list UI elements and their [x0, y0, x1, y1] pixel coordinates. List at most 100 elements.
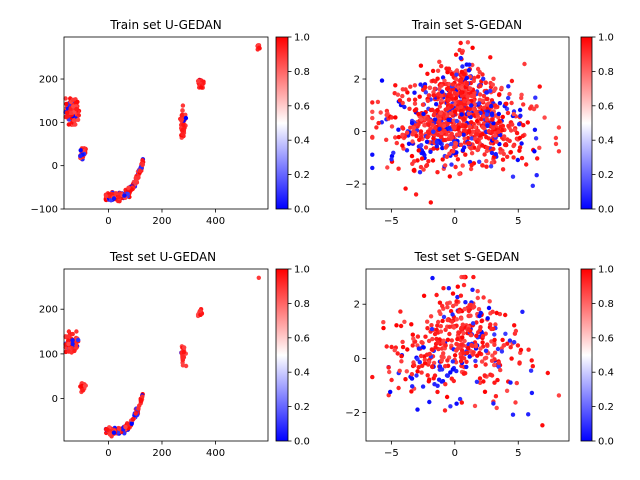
scatter-point: [449, 104, 454, 109]
scatter-point: [113, 191, 119, 196]
scatter-point: [469, 163, 474, 168]
scatter-point: [441, 286, 446, 291]
scatter-point: [507, 138, 512, 144]
scatter-point: [480, 163, 485, 168]
scatter-point: [447, 174, 452, 179]
scatter-point: [517, 145, 523, 150]
scatter-point: [74, 329, 79, 334]
scatter-point: [477, 327, 483, 333]
scatter-point: [400, 100, 405, 106]
scatter-point: [463, 300, 468, 305]
scatter-point: [474, 333, 479, 338]
scatter-point: [492, 380, 497, 385]
scatter-point: [501, 343, 507, 348]
scatter-point: [180, 131, 185, 137]
scatter-point: [500, 127, 505, 133]
x-tick-label: −5: [384, 216, 399, 227]
panel-train-u-gedan: Train set U-GEDAN 0 200 400 −100 0 100 200 0.0…: [31, 18, 310, 227]
scatter-point: [434, 144, 439, 149]
colorbar: 0.0 0.2 0.4 0.6 0.8 1.0: [580, 265, 614, 448]
y-tick-label: 100: [39, 118, 58, 129]
plot-frame: [63, 36, 269, 210]
scatter-point: [479, 318, 484, 324]
scatter-point: [488, 88, 493, 94]
scatter-point: [515, 343, 521, 348]
scatter-point: [389, 344, 394, 350]
scatter-point: [514, 130, 520, 136]
scatter-point: [432, 86, 437, 92]
scatter-point: [458, 142, 464, 147]
scatter-point: [505, 154, 510, 159]
scatter-point: [431, 360, 437, 366]
scatter-point: [461, 371, 467, 376]
colorbar-tick-label: 0.2: [598, 170, 614, 181]
scatter-point: [400, 87, 405, 92]
scatter-point: [370, 374, 375, 380]
scatter-point: [411, 125, 416, 131]
scatter-point: [469, 103, 474, 108]
colorbar-ticks: 0.0 0.2 0.4 0.6 0.8 1.0: [592, 33, 614, 216]
scatter-point: [467, 124, 472, 129]
scatter-point: [446, 117, 451, 123]
scatter-point: [107, 194, 112, 199]
scatter-point: [389, 115, 394, 120]
y-tick-label: 0: [52, 161, 58, 172]
colorbar-tick-label: 0.8: [294, 67, 310, 78]
scatter-point: [138, 398, 144, 404]
scatter-point: [400, 93, 405, 99]
scatter-point: [473, 358, 478, 364]
colorbar-tick-label: 0.4: [294, 136, 310, 147]
scatter-point: [408, 125, 413, 130]
scatter-point: [484, 355, 489, 360]
scatter-point: [496, 115, 501, 120]
scatter-point: [511, 143, 516, 149]
scatter-point: [427, 399, 432, 405]
axis-ticks: −5 0 5 −2 0 2: [345, 75, 521, 227]
scatter-point: [76, 337, 81, 343]
scatter-point: [489, 103, 494, 109]
scatter-point: [111, 430, 117, 435]
scatter-point: [406, 97, 412, 102]
scatter-point: [389, 377, 394, 383]
scatter-point: [435, 68, 441, 74]
scatter-point: [429, 326, 435, 332]
scatter-point: [496, 360, 501, 365]
scatter-point: [458, 90, 464, 95]
scatter-point: [504, 388, 510, 393]
scatter-point: [489, 111, 495, 116]
scatter-point: [417, 94, 422, 99]
scatter-point: [74, 106, 79, 112]
scatter-point: [411, 159, 417, 164]
scatter-point: [420, 384, 426, 389]
scatter-point: [450, 291, 456, 296]
scatter-point: [82, 383, 88, 389]
scatter-point: [445, 337, 451, 342]
scatter-point: [438, 110, 443, 116]
scatter-point: [510, 412, 516, 417]
scatter-point: [484, 112, 490, 117]
scatter-point: [505, 110, 511, 116]
scatter-point: [453, 52, 459, 57]
scatter-point: [490, 353, 495, 358]
scatter-point: [140, 394, 145, 399]
scatter-point: [457, 171, 462, 177]
scatter-point: [435, 92, 441, 97]
scatter-point: [466, 308, 471, 314]
scatter-point: [370, 109, 375, 115]
scatter-point: [509, 78, 515, 84]
scatter-point: [450, 82, 455, 87]
scatter-point: [500, 114, 505, 120]
scatter-point: [181, 122, 186, 128]
scatter-point: [502, 134, 507, 139]
scatter-point: [442, 124, 447, 129]
scatter-point: [454, 68, 460, 73]
scatter-point: [534, 173, 539, 178]
scatter-point: [404, 130, 410, 135]
scatter-point: [80, 388, 85, 393]
scatter-point: [478, 346, 483, 351]
scatter-point: [540, 423, 545, 428]
scatter-point: [483, 80, 488, 85]
scatter-point: [410, 139, 415, 144]
colorbar-tick-label: 0.6: [294, 101, 310, 112]
scatter-point: [448, 309, 454, 314]
